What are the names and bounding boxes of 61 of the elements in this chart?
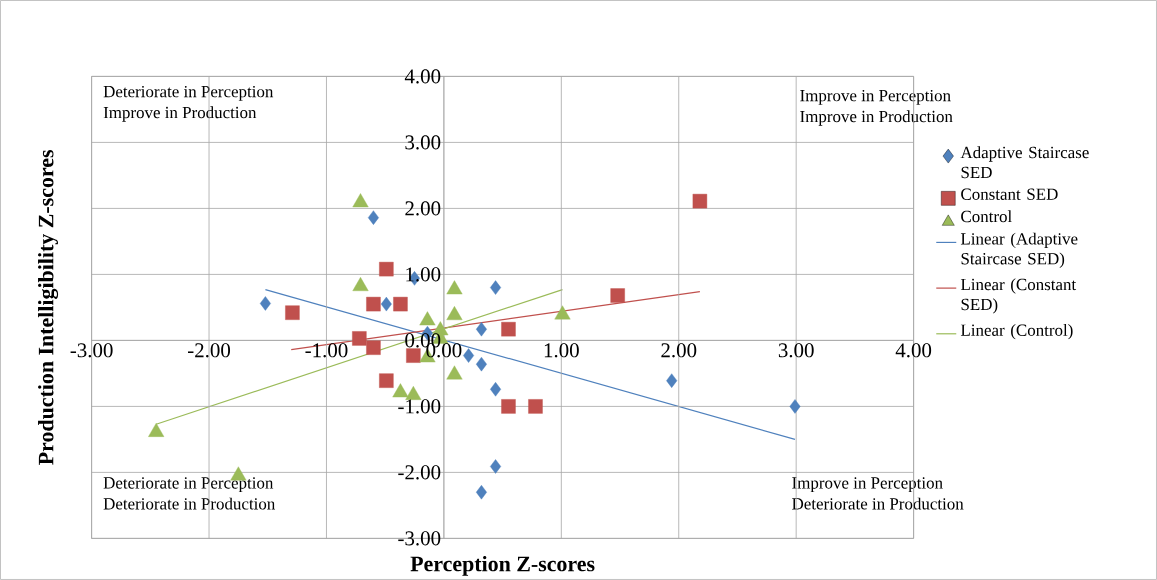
legend-label: Adaptive Staircase SED: [960, 146, 1089, 179]
point: [446, 280, 463, 295]
annotation: Deteriorate in Production: [103, 497, 276, 510]
x-tick-label: 1.00: [544, 343, 579, 358]
x-tick-label: -3.00: [70, 343, 113, 358]
annotation: Improve in Production: [800, 110, 953, 126]
point: [379, 261, 394, 277]
point: [692, 193, 708, 209]
point: [366, 296, 381, 312]
point: [666, 373, 678, 388]
x-tick-label: 3.00: [778, 343, 814, 358]
legend-label: Control: [961, 210, 1012, 223]
y-tick-label: 4.00: [404, 69, 441, 84]
point: [380, 296, 392, 312]
point: [352, 277, 369, 291]
y-tick-label: 2.00: [405, 201, 441, 216]
point: [379, 373, 394, 388]
point: [501, 399, 516, 414]
point: [366, 340, 381, 355]
point: [789, 399, 801, 414]
point: [392, 383, 409, 398]
y-tick-label: 1.00: [406, 267, 441, 282]
point: [406, 348, 421, 363]
point: [285, 305, 300, 320]
point: [528, 399, 543, 414]
x-tick-label: -2.00: [188, 343, 231, 358]
y-tick-label: -2.00: [398, 465, 441, 480]
point: [419, 311, 436, 326]
annotation: Deteriorate in Production: [792, 497, 964, 510]
point: [554, 305, 571, 320]
annotation: Deteriorate in Perception: [103, 477, 274, 493]
annotation: Improve in Production: [103, 106, 257, 122]
y-tick-label: 3.00: [405, 135, 441, 150]
annotation: Improve in Perception: [800, 89, 951, 105]
annotation: Deteriorate in Perception: [103, 85, 274, 101]
point: [367, 210, 379, 225]
point: [352, 193, 369, 208]
x-axis-title: Perception Z-scores: [410, 555, 595, 576]
point: [463, 348, 474, 363]
y-axis-title: Production Intelligibility Z-scores: [38, 150, 59, 465]
point: [259, 296, 271, 311]
x-tick-label: 2.00: [661, 343, 697, 358]
legend-label: Linear (Adaptive Staircase SED): [960, 232, 1078, 268]
point: [352, 331, 367, 346]
point: [490, 382, 502, 397]
point: [446, 306, 463, 321]
point: [446, 365, 463, 380]
x-tick-label: 4.00: [895, 343, 932, 358]
annotation: Improve in Perception: [792, 477, 943, 493]
legend-label: Linear (Control): [960, 323, 1073, 340]
x-tick-label: -1.00: [305, 343, 348, 358]
point: [490, 459, 502, 474]
point: [393, 296, 408, 312]
legend-label: Linear (Constant SED): [960, 278, 1077, 314]
legend-label: Constant SED: [961, 188, 1058, 200]
point: [490, 280, 502, 295]
point: [501, 321, 516, 337]
point: [476, 485, 487, 500]
point: [610, 288, 625, 303]
y-tick-label: -3.00: [398, 531, 441, 546]
y-tick-label: -1.00: [398, 399, 441, 414]
